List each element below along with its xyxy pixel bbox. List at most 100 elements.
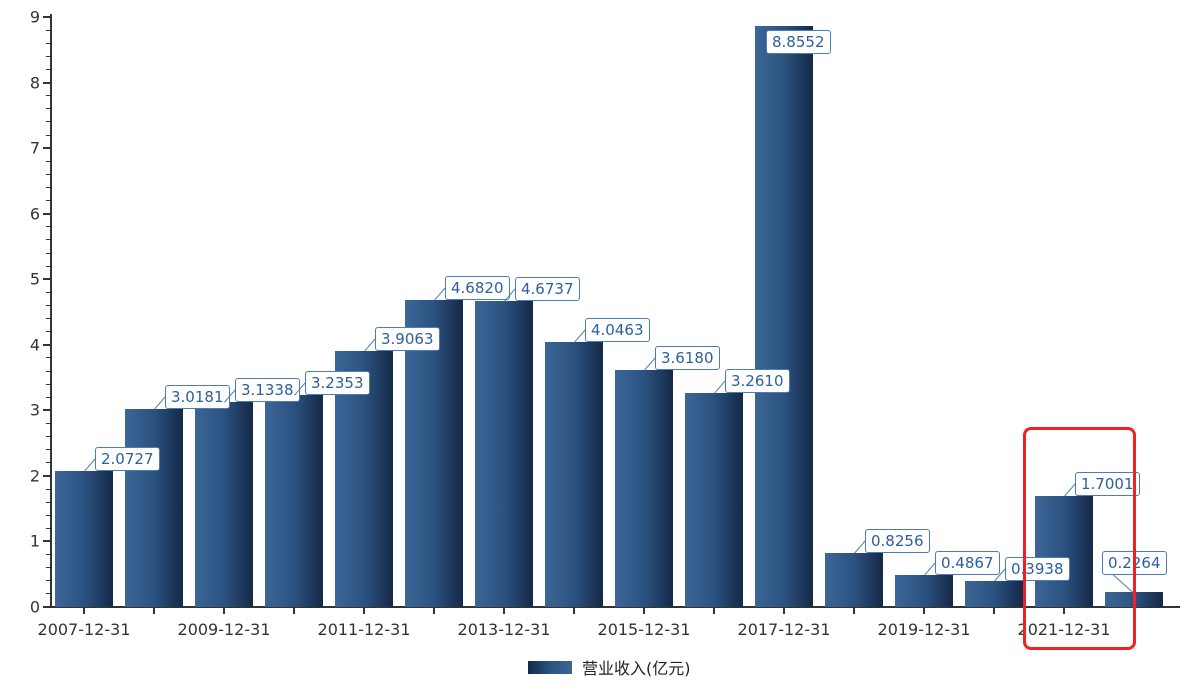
value-label-0.3938: 0.3938 [1005, 557, 1070, 582]
y-axis [50, 14, 52, 608]
x-tick [433, 608, 435, 614]
y-major-tick [43, 343, 51, 346]
value-label-3.2353: 3.2353 [305, 370, 370, 395]
bar-15[interactable] [1105, 592, 1163, 607]
y-minor-tick [46, 593, 51, 595]
y-minor-tick [46, 370, 51, 372]
x-axis-tick-label: 2019-12-31 [877, 620, 971, 639]
x-tick [783, 608, 785, 614]
value-label-8.8552: 8.8552 [766, 30, 831, 55]
bar-8[interactable] [615, 369, 673, 607]
y-minor-tick [46, 121, 51, 123]
y-minor-tick [46, 527, 51, 529]
y-minor-tick [46, 173, 51, 175]
y-axis-tick-label: 0 [29, 597, 40, 617]
x-tick [363, 608, 365, 614]
y-axis-tick-label: 3 [29, 400, 40, 420]
y-major-tick [43, 278, 51, 281]
y-minor-tick [46, 226, 51, 228]
bar-2[interactable] [195, 401, 253, 607]
x-tick [993, 608, 995, 614]
legend-label: 营业收入(亿元) [582, 659, 691, 678]
value-label-3.9063: 3.9063 [375, 326, 440, 351]
value-label-4.0463: 4.0463 [585, 317, 650, 342]
x-axis-tick-label: 2017-12-31 [737, 620, 831, 639]
y-major-tick [43, 540, 51, 543]
y-minor-tick [46, 580, 51, 582]
bar-3[interactable] [265, 394, 323, 607]
x-axis-tick-label: 2007-12-31 [37, 620, 131, 639]
y-minor-tick [46, 383, 51, 385]
y-major-tick [43, 212, 51, 215]
y-minor-tick [46, 567, 51, 569]
label-connector-line [1111, 573, 1134, 594]
bar-10[interactable] [755, 26, 813, 607]
value-label-3.2610: 3.2610 [725, 369, 790, 394]
bar-6[interactable] [475, 300, 533, 607]
x-tick [153, 608, 155, 614]
y-major-tick [43, 16, 51, 18]
value-label-0.2264: 0.2264 [1102, 551, 1167, 576]
y-minor-tick [46, 554, 51, 556]
y-minor-tick [46, 186, 51, 188]
y-minor-tick [46, 68, 51, 70]
y-major-tick [43, 606, 51, 608]
y-axis-tick-label: 6 [29, 204, 40, 224]
value-label-4.6820: 4.6820 [445, 276, 510, 301]
y-minor-tick [46, 357, 51, 359]
y-minor-tick [46, 396, 51, 398]
y-minor-tick [46, 304, 51, 306]
y-minor-tick [46, 318, 51, 320]
y-minor-tick [46, 436, 51, 438]
y-axis-tick-label: 1 [29, 531, 40, 551]
bar-5[interactable] [405, 300, 463, 607]
legend-swatch-icon [528, 660, 572, 674]
bar-0[interactable] [55, 471, 113, 607]
y-minor-tick [46, 331, 51, 333]
y-major-tick [43, 474, 51, 477]
value-label-0.4867: 0.4867 [935, 551, 1000, 576]
x-tick [713, 608, 715, 614]
y-axis-tick-label: 7 [29, 138, 40, 158]
legend[interactable]: 营业收入(亿元) [528, 655, 691, 679]
y-minor-tick [46, 449, 51, 451]
y-minor-tick [46, 462, 51, 464]
y-minor-tick [46, 514, 51, 516]
value-label-3.0181: 3.0181 [165, 385, 230, 410]
y-minor-tick [46, 239, 51, 241]
bar-9[interactable] [685, 393, 743, 607]
x-tick [573, 608, 575, 614]
y-minor-tick [46, 488, 51, 490]
x-axis-tick-label: 2015-12-31 [597, 620, 691, 639]
bar-12[interactable] [895, 575, 953, 607]
bar-11[interactable] [825, 552, 883, 607]
x-axis-tick-label: 2021-12-31 [1017, 620, 1111, 639]
y-minor-tick [46, 160, 51, 162]
x-tick [1063, 608, 1065, 614]
x-axis-tick-label: 2009-12-31 [177, 620, 271, 639]
y-major-tick [43, 147, 51, 150]
y-minor-tick [46, 95, 51, 97]
x-tick [223, 608, 225, 614]
x-tick [643, 608, 645, 614]
y-minor-tick [46, 55, 51, 57]
x-tick [923, 608, 925, 614]
bar-1[interactable] [125, 409, 183, 607]
y-major-tick [43, 409, 51, 412]
y-minor-tick [46, 42, 51, 44]
bar-13[interactable] [965, 581, 1023, 607]
bar-7[interactable] [545, 341, 603, 607]
y-minor-tick [46, 29, 51, 31]
y-axis-tick-label: 2 [29, 466, 40, 486]
bar-14[interactable] [1035, 495, 1093, 607]
x-tick [503, 608, 505, 614]
value-label-2.0727: 2.0727 [95, 447, 160, 472]
y-axis-tick-label: 4 [29, 335, 40, 355]
x-tick [293, 608, 295, 614]
y-minor-tick [46, 252, 51, 254]
y-minor-tick [46, 134, 51, 136]
y-major-tick [43, 81, 51, 84]
y-minor-tick [46, 291, 51, 293]
y-minor-tick [46, 265, 51, 267]
